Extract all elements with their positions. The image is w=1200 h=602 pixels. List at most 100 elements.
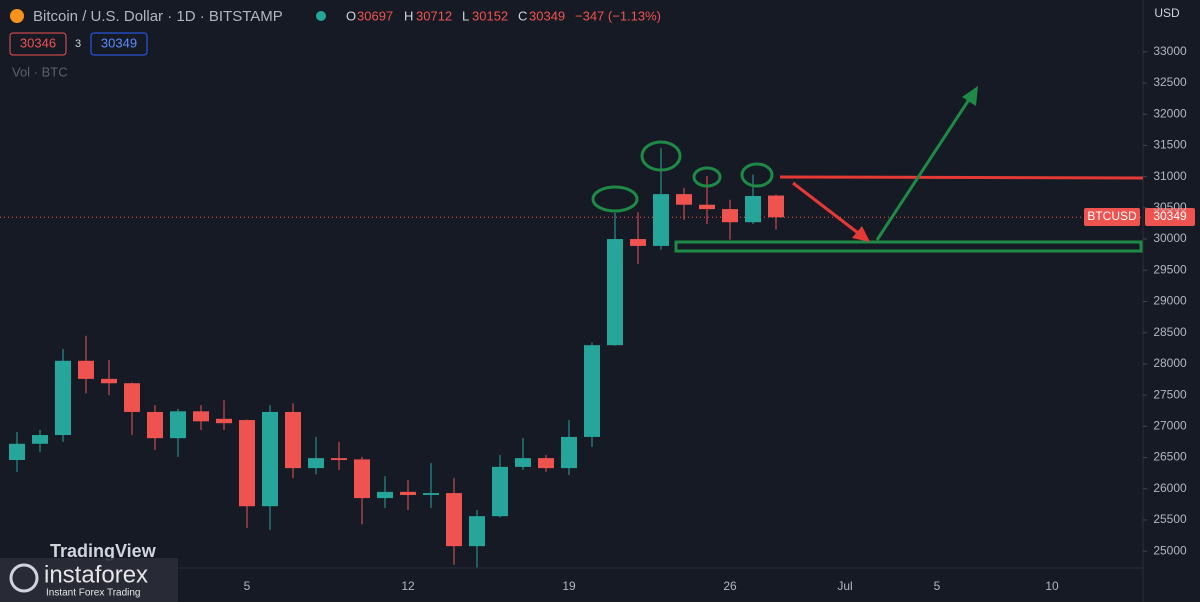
candle-body xyxy=(469,516,485,547)
candle-body xyxy=(653,194,669,246)
x-tick-label: 12 xyxy=(401,579,415,593)
annotation-ellipse xyxy=(740,162,774,188)
candle-body xyxy=(354,459,370,499)
coin-icon xyxy=(10,9,24,23)
y-tick-label: 28000 xyxy=(1153,356,1187,370)
label: L xyxy=(462,8,469,23)
annotation-arrowhead xyxy=(962,86,978,106)
ask[interactable]: 30349 xyxy=(101,35,137,50)
currency[interactable]: USD xyxy=(1154,6,1180,20)
value: 30697 xyxy=(357,8,393,23)
brand: instaforex xyxy=(44,561,148,588)
x-tick-label: 26 xyxy=(723,579,737,593)
candle-body xyxy=(676,194,692,205)
brand-tagline: Instant Forex Trading xyxy=(46,588,141,599)
watermark: TradingView xyxy=(50,541,157,561)
label: C xyxy=(518,8,527,23)
volume-label: Vol · BTC xyxy=(12,64,68,79)
label: O xyxy=(346,8,356,23)
candle-body xyxy=(55,360,71,436)
label: H xyxy=(404,8,413,23)
value: 30152 xyxy=(472,8,508,23)
candle-body xyxy=(607,239,623,346)
ohlc: O 30697 H 30712 L 30152 C 30349 −347 (−1… xyxy=(346,8,661,23)
bid[interactable]: 30346 xyxy=(20,35,56,50)
status-dot xyxy=(316,11,326,21)
price-tag-text: 30349 xyxy=(1153,209,1187,223)
candle-body xyxy=(101,378,117,384)
x-tick-label: Jul xyxy=(837,579,852,593)
candle-body xyxy=(32,435,48,444)
candle-body xyxy=(745,195,761,223)
candle-body xyxy=(538,458,554,469)
annotation-ellipse xyxy=(640,140,682,172)
y-tick-label: 28500 xyxy=(1153,325,1187,339)
change: −347 (−1.13%) xyxy=(575,8,661,23)
x-tick-label: 5 xyxy=(244,579,251,593)
y-tick-label: 26000 xyxy=(1153,481,1187,495)
y-tick-label: 31500 xyxy=(1153,138,1187,152)
candle-body xyxy=(124,383,140,412)
y-tick-label: 27000 xyxy=(1153,418,1187,432)
candle-body xyxy=(308,458,324,469)
candle-body xyxy=(492,466,508,517)
candle-body xyxy=(630,239,646,246)
annotation-line xyxy=(779,175,1144,180)
candle-body xyxy=(423,493,439,495)
symbol-tag xyxy=(1084,208,1140,226)
y-tick-label: 25000 xyxy=(1153,543,1187,557)
candle-body xyxy=(561,436,577,469)
candle-body xyxy=(285,411,301,469)
candle-body xyxy=(262,411,278,507)
candle-body xyxy=(331,458,347,461)
annotation-ellipse xyxy=(591,185,639,213)
annotation-arrow xyxy=(792,181,863,238)
symbol-title: Bitcoin / U.S. Dollar · 1D · BITSTAMP xyxy=(33,8,283,25)
sell-button[interactable] xyxy=(9,32,67,56)
candle-body xyxy=(193,411,209,422)
y-tick-label: 25500 xyxy=(1153,512,1187,526)
y-tick-label: 30000 xyxy=(1153,231,1187,245)
x-tick-label: 10 xyxy=(1045,579,1059,593)
candle-body xyxy=(78,360,94,379)
candle-body xyxy=(216,418,232,424)
y-tick-label: 29000 xyxy=(1153,294,1187,308)
candle-body xyxy=(239,420,255,507)
symbol-tag-text: BTCUSD xyxy=(1087,209,1137,223)
value: 30712 xyxy=(416,8,452,23)
y-tick-label: 32000 xyxy=(1153,106,1187,120)
buy-button[interactable] xyxy=(90,32,148,56)
annotation-ellipse xyxy=(692,166,722,188)
y-tick-label: 26500 xyxy=(1153,450,1187,464)
candle-body xyxy=(147,411,163,439)
annotations xyxy=(591,86,1144,253)
candle-body xyxy=(722,209,738,223)
plot xyxy=(0,51,1147,568)
candle-body xyxy=(400,491,416,495)
annotation-zone xyxy=(674,240,1143,253)
annotation-arrowhead xyxy=(852,226,870,242)
x-tick-label: 5 xyxy=(934,579,941,593)
y-tick-label: 31000 xyxy=(1153,169,1187,183)
candle-body xyxy=(9,443,25,461)
candle-body xyxy=(170,411,186,439)
candle-body xyxy=(699,204,715,210)
y-tick-label: 29500 xyxy=(1153,262,1187,276)
value: 30349 xyxy=(529,8,565,23)
annotation-arrow xyxy=(875,97,972,241)
spread: 3 xyxy=(75,38,81,50)
price-tag xyxy=(1145,208,1195,226)
y-tick-label: 27500 xyxy=(1153,387,1187,401)
y-tick-label: 30500 xyxy=(1153,200,1187,214)
candle-body xyxy=(768,195,784,218)
brand-icon xyxy=(9,563,39,593)
candle-body xyxy=(446,493,462,547)
candle-body xyxy=(377,491,393,499)
candle-body xyxy=(584,345,600,437)
candle-body xyxy=(515,458,531,467)
y-tick-label: 33000 xyxy=(1153,44,1187,58)
x-tick-label: 19 xyxy=(562,579,576,593)
y-tick-label: 32500 xyxy=(1153,75,1187,89)
